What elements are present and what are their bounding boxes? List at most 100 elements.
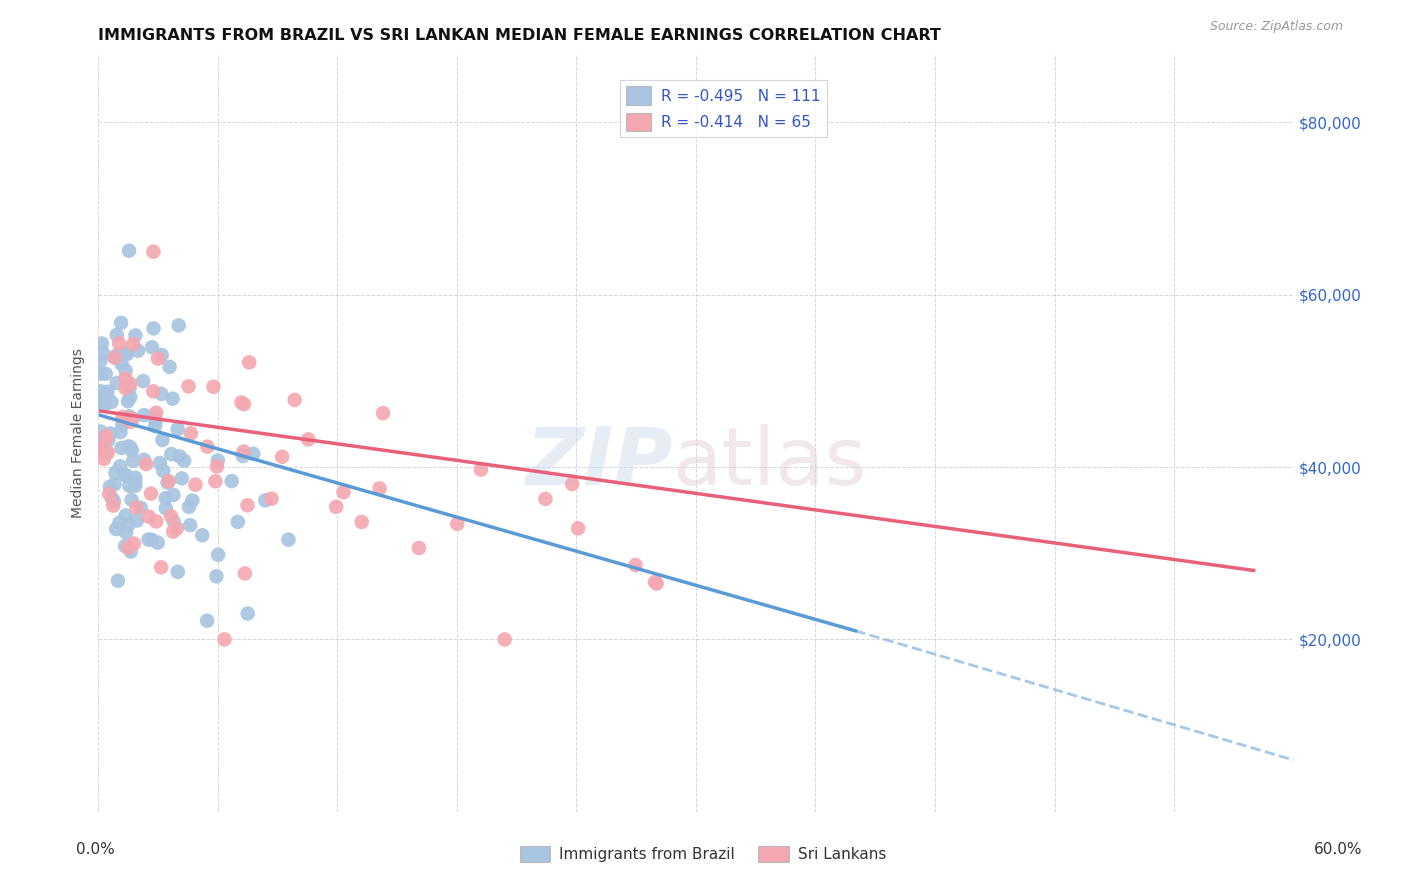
Point bbox=[98, 487, 121, 501]
Point bbox=[120, 544, 142, 558]
Point bbox=[142, 384, 165, 399]
Point bbox=[96, 386, 118, 401]
Point bbox=[108, 459, 131, 474]
Point bbox=[170, 471, 193, 485]
Point bbox=[122, 536, 145, 550]
Point bbox=[145, 406, 167, 420]
Point bbox=[103, 499, 125, 513]
Point bbox=[97, 445, 120, 459]
Point bbox=[124, 475, 146, 489]
Point bbox=[100, 426, 122, 441]
Point bbox=[177, 500, 200, 514]
Point bbox=[141, 533, 163, 547]
Point bbox=[238, 355, 260, 369]
Point bbox=[494, 632, 516, 647]
Point bbox=[120, 390, 142, 404]
Point bbox=[117, 541, 139, 555]
Point bbox=[173, 453, 195, 467]
Point bbox=[143, 408, 166, 422]
Point bbox=[534, 491, 557, 506]
Point bbox=[371, 406, 394, 420]
Point bbox=[122, 337, 145, 351]
Point bbox=[624, 558, 647, 572]
Point bbox=[134, 408, 156, 422]
Point bbox=[90, 442, 112, 457]
Point bbox=[118, 411, 141, 425]
Point bbox=[166, 565, 188, 579]
Point bbox=[149, 456, 172, 470]
Point bbox=[115, 468, 138, 483]
Point bbox=[232, 397, 254, 411]
Point bbox=[232, 449, 254, 463]
Point bbox=[117, 394, 139, 409]
Legend: R = -0.495   N = 111, R = -0.414   N = 65: R = -0.495 N = 111, R = -0.414 N = 65 bbox=[620, 80, 827, 137]
Point bbox=[107, 574, 129, 588]
Point bbox=[114, 467, 136, 482]
Point bbox=[159, 359, 181, 374]
Point bbox=[567, 521, 589, 535]
Point bbox=[162, 488, 184, 502]
Point bbox=[271, 450, 294, 464]
Point bbox=[110, 316, 132, 330]
Point bbox=[110, 425, 132, 439]
Point bbox=[143, 419, 166, 434]
Point bbox=[232, 444, 254, 458]
Point bbox=[155, 501, 177, 516]
Text: ZIP: ZIP bbox=[524, 424, 672, 502]
Point bbox=[160, 447, 183, 461]
Text: IMMIGRANTS FROM BRAZIL VS SRI LANKAN MEDIAN FEMALE EARNINGS CORRELATION CHART: IMMIGRANTS FROM BRAZIL VS SRI LANKAN MED… bbox=[98, 28, 941, 43]
Point bbox=[105, 348, 128, 362]
Text: Source: ZipAtlas.com: Source: ZipAtlas.com bbox=[1209, 20, 1343, 33]
Point bbox=[122, 411, 145, 425]
Point bbox=[124, 328, 146, 343]
Point bbox=[121, 443, 143, 458]
Point bbox=[233, 566, 256, 581]
Point bbox=[120, 376, 142, 391]
Point bbox=[236, 498, 259, 512]
Point bbox=[150, 560, 173, 574]
Point bbox=[138, 509, 160, 524]
Point bbox=[111, 410, 134, 425]
Point bbox=[125, 500, 148, 515]
Point bbox=[103, 494, 125, 508]
Point bbox=[89, 367, 111, 381]
Point bbox=[155, 491, 177, 506]
Point bbox=[150, 348, 173, 362]
Point bbox=[104, 466, 127, 480]
Point bbox=[177, 379, 200, 393]
Point bbox=[118, 479, 141, 493]
Point bbox=[90, 435, 112, 450]
Point bbox=[118, 409, 141, 424]
Text: 60.0%: 60.0% bbox=[1315, 842, 1362, 857]
Point bbox=[332, 485, 354, 500]
Point bbox=[114, 381, 136, 395]
Point bbox=[169, 450, 191, 464]
Point bbox=[120, 415, 142, 429]
Point bbox=[97, 434, 120, 448]
Point bbox=[96, 384, 118, 399]
Point bbox=[118, 244, 141, 258]
Point bbox=[104, 351, 127, 365]
Point bbox=[135, 457, 157, 471]
Point bbox=[644, 575, 666, 590]
Point bbox=[561, 477, 583, 491]
Point bbox=[98, 480, 121, 494]
Point bbox=[108, 516, 131, 530]
Point bbox=[179, 518, 201, 533]
Point bbox=[103, 477, 125, 491]
Point bbox=[207, 453, 229, 467]
Point bbox=[163, 515, 186, 529]
Point bbox=[114, 346, 136, 360]
Point bbox=[184, 477, 207, 491]
Point bbox=[89, 353, 111, 368]
Point bbox=[94, 429, 117, 443]
Point bbox=[111, 417, 134, 432]
Point bbox=[114, 363, 136, 377]
Point bbox=[94, 367, 117, 381]
Point bbox=[152, 433, 174, 447]
Point bbox=[90, 391, 112, 405]
Point bbox=[91, 432, 114, 446]
Point bbox=[100, 491, 122, 506]
Point bbox=[115, 525, 138, 540]
Point bbox=[124, 479, 146, 493]
